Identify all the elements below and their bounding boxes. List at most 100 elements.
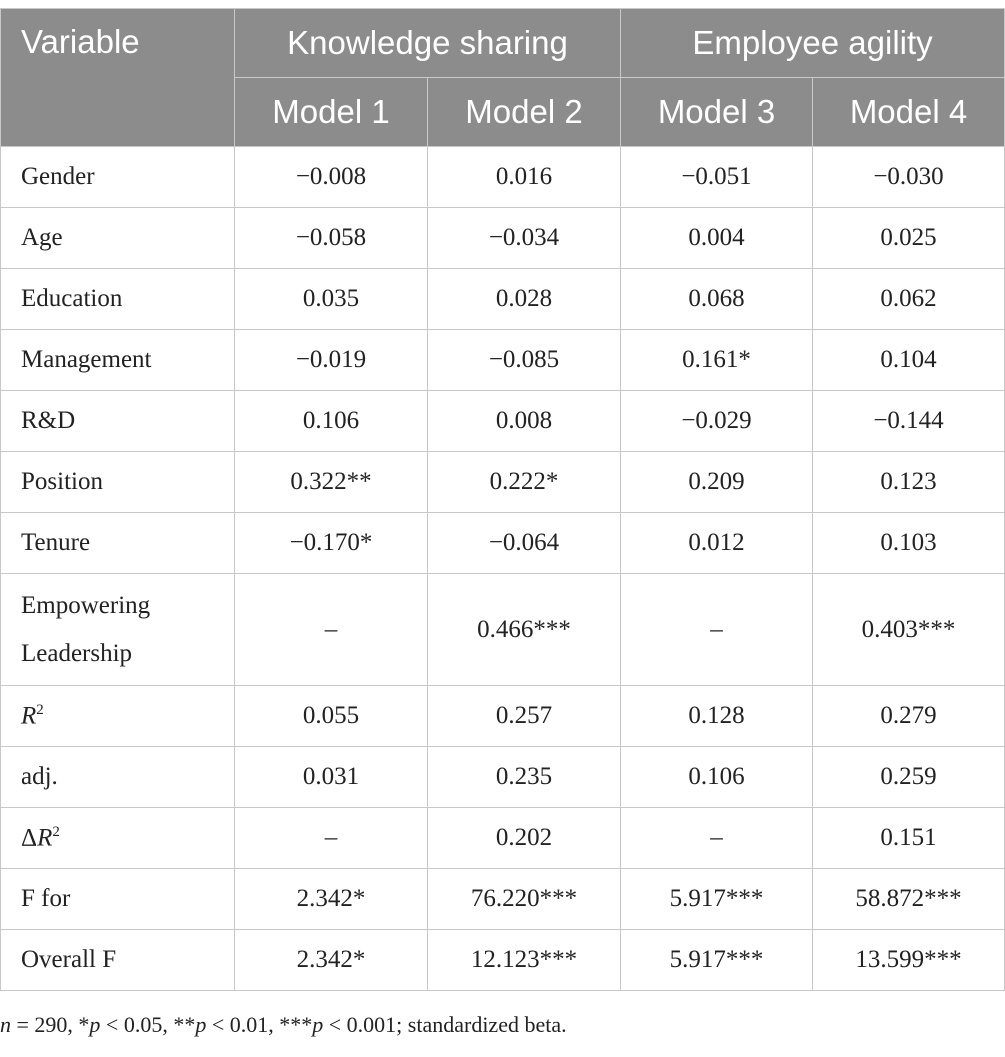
footnote-p: p (312, 1012, 324, 1037)
cell-model-2: 0.257 (426, 685, 622, 747)
cell-model-2: −0.064 (426, 512, 622, 574)
row-label: adj. (0, 746, 235, 808)
table-row-overall-f: Overall F 2.342* 12.123*** 5.917*** 13.5… (0, 929, 1005, 991)
row-label: ΔR2 (0, 807, 235, 869)
cell-model-4: 0.151 (812, 807, 1005, 869)
cell-model-2: 0.016 (426, 146, 622, 208)
cell-model-2: 0.235 (426, 746, 622, 808)
footnote-text: = 290, * (11, 1012, 90, 1037)
header-model-1: Model 1 (234, 77, 428, 147)
cell-model-1: 2.342* (234, 929, 428, 991)
footnote-n: n (0, 1012, 11, 1037)
table-footnote: n = 290, *p < 0.05, **p < 0.01, ***p < 0… (0, 1012, 567, 1038)
cell-model-3: 0.209 (620, 451, 814, 513)
cell-model-1: 2.342* (234, 868, 428, 930)
header-employee-agility: Employee agility (620, 8, 1005, 78)
cell-model-3: – (620, 573, 814, 686)
cell-model-4: −0.144 (812, 390, 1005, 452)
cell-model-1: 0.055 (234, 685, 428, 747)
table-row-gender: Gender −0.008 0.016 −0.051 −0.030 (0, 146, 1005, 208)
row-label: Overall F (0, 929, 235, 991)
header-model-3: Model 3 (620, 77, 814, 147)
cell-model-2: 0.202 (426, 807, 622, 869)
header-model-4: Model 4 (812, 77, 1005, 147)
table-row-f-for: F for 2.342* 76.220*** 5.917*** 58.872**… (0, 868, 1005, 930)
row-label: Gender (0, 146, 235, 208)
footnote-p: p (89, 1012, 101, 1037)
cell-model-4: 0.103 (812, 512, 1005, 574)
cell-model-4: 0.279 (812, 685, 1005, 747)
cell-model-3: −0.029 (620, 390, 814, 452)
row-label-line-1: Empowering (21, 591, 151, 619)
cell-model-1: 0.031 (234, 746, 428, 808)
cell-model-2: 0.466*** (426, 573, 622, 686)
table-row-education: Education 0.035 0.028 0.068 0.062 (0, 268, 1005, 330)
table-row-tenure: Tenure −0.170* −0.064 0.012 0.103 (0, 512, 1005, 574)
row-label: Empowering Leadership (0, 573, 235, 686)
row-label-symbol: R (37, 824, 53, 852)
table-row-adj: adj. 0.031 0.235 0.106 0.259 (0, 746, 1005, 808)
row-label: Position (0, 451, 235, 513)
cell-model-1: 0.106 (234, 390, 428, 452)
cell-model-2: 0.028 (426, 268, 622, 330)
cell-model-2: 12.123*** (426, 929, 622, 991)
cell-model-1: −0.170* (234, 512, 428, 574)
cell-model-4: 0.123 (812, 451, 1005, 513)
row-label-line-2: Leadership (21, 639, 133, 667)
cell-model-3: 0.068 (620, 268, 814, 330)
row-label-symbol: R (21, 702, 37, 730)
table-row-position: Position 0.322** 0.222* 0.209 0.123 (0, 451, 1005, 513)
cell-model-4: 13.599*** (812, 929, 1005, 991)
footnote-text: < 0.001; standardized beta. (323, 1012, 567, 1037)
header-row-models: Model 1 Model 2 Model 3 Model 4 (1, 77, 1005, 147)
cell-model-1: −0.019 (234, 329, 428, 391)
cell-model-4: 0.025 (812, 207, 1005, 269)
row-label-superscript: 2 (52, 823, 60, 840)
cell-model-3: 5.917*** (620, 929, 814, 991)
table-row-management: Management −0.019 −0.085 0.161* 0.104 (0, 329, 1005, 391)
row-label-delta: Δ (21, 824, 38, 852)
cell-model-3: 0.012 (620, 512, 814, 574)
cell-model-2: 0.222* (426, 451, 622, 513)
cell-model-3: 0.128 (620, 685, 814, 747)
footnote-p: p (195, 1012, 207, 1037)
table-row-rd: R&D 0.106 0.008 −0.029 −0.144 (0, 390, 1005, 452)
cell-model-4: 58.872*** (812, 868, 1005, 930)
header-knowledge-sharing: Knowledge sharing (233, 8, 622, 78)
footnote-text: < 0.01, *** (206, 1012, 313, 1037)
cell-model-3: 5.917*** (620, 868, 814, 930)
cell-model-2: −0.034 (426, 207, 622, 269)
cell-model-3: 0.004 (620, 207, 814, 269)
header-model-2: Model 2 (426, 77, 622, 147)
cell-model-4: 0.403*** (812, 573, 1005, 686)
cell-model-2: −0.085 (426, 329, 622, 391)
regression-table: Variable Knowledge sharing Employee agil… (0, 8, 1005, 991)
cell-model-1: – (234, 573, 428, 686)
cell-model-4: −0.030 (812, 146, 1005, 208)
table-row-r-squared: R2 0.055 0.257 0.128 0.279 (0, 685, 1005, 747)
cell-model-4: 0.259 (812, 746, 1005, 808)
cell-model-1: – (234, 807, 428, 869)
cell-model-3: – (620, 807, 814, 869)
cell-model-1: 0.035 (234, 268, 428, 330)
cell-model-1: 0.322** (234, 451, 428, 513)
row-label: Management (0, 329, 235, 391)
cell-model-2: 76.220*** (426, 868, 622, 930)
row-label: Education (0, 268, 235, 330)
footnote-text: < 0.05, ** (100, 1012, 196, 1037)
cell-model-3: 0.161* (620, 329, 814, 391)
row-label: R&D (0, 390, 235, 452)
cell-model-1: −0.058 (234, 207, 428, 269)
cell-model-1: −0.008 (234, 146, 428, 208)
table-row-empowering-leadership: Empowering Leadership – 0.466*** – 0.403*… (0, 573, 1005, 686)
cell-model-3: −0.051 (620, 146, 814, 208)
cell-model-4: 0.062 (812, 268, 1005, 330)
row-label: Tenure (0, 512, 235, 574)
row-label: R2 (0, 685, 235, 747)
table-row-delta-r-squared: ΔR2 – 0.202 – 0.151 (0, 807, 1005, 869)
row-label-superscript: 2 (36, 701, 44, 718)
header-variable: Variable (0, 8, 235, 147)
row-label: Age (0, 207, 235, 269)
table-row-age: Age −0.058 −0.034 0.004 0.025 (0, 207, 1005, 269)
row-label: F for (0, 868, 235, 930)
